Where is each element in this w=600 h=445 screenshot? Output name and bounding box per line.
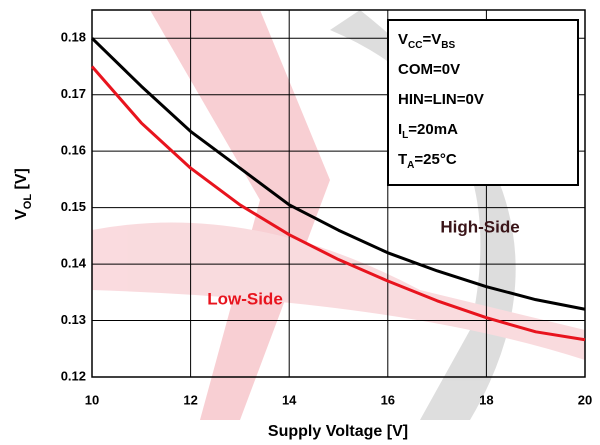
ticks: 0.12 0.13 0.14 0.15 0.16 0.17 0.18 10 12 14 16 18 20 — [61, 30, 593, 408]
x-axis-label: Supply Voltage [V] — [268, 423, 408, 440]
text-part: V — [13, 209, 30, 220]
condition: HIN=LIN=0V — [398, 91, 484, 108]
condition: IL=20mA — [398, 121, 458, 141]
series-line — [90, 37, 586, 311]
x-tick-label: 16 — [381, 392, 395, 407]
subscript: BS — [441, 40, 455, 51]
y-tick-label: 0.17 — [61, 86, 86, 101]
x-tick-label: 20 — [578, 392, 592, 407]
subscript: OL — [22, 194, 34, 210]
subscript: CC — [408, 40, 422, 51]
subscript: L — [402, 130, 408, 141]
plot-frame — [91, 9, 586, 378]
text-part: =25°C — [414, 151, 456, 168]
series-labels: High-Side Low-Side — [207, 217, 519, 308]
series-label: Low-Side — [207, 289, 283, 308]
y-tick-label: 0.15 — [61, 199, 86, 214]
lines — [90, 37, 586, 342]
x-tick-label: 10 — [85, 392, 99, 407]
x-tick-label: 18 — [479, 392, 493, 407]
text-part: I — [398, 121, 402, 138]
y-tick-label: 0.12 — [61, 368, 86, 383]
x-tick-label: 12 — [183, 392, 197, 407]
series-line — [90, 65, 586, 342]
x-tick-label: 14 — [282, 392, 297, 407]
text-part: COM=0V — [398, 61, 460, 78]
condition: VCC=VBS — [398, 31, 455, 51]
watermark — [92, 10, 585, 420]
y-tick-label: 0.14 — [61, 256, 87, 271]
y-tick-label: 0.13 — [61, 312, 86, 327]
watermark-shape — [150, 10, 330, 420]
text-part: V — [398, 31, 408, 48]
subscript: A — [407, 160, 414, 171]
conditions-box — [387, 19, 579, 186]
y-tick-label: 0.16 — [61, 143, 86, 158]
series-label: High-Side — [440, 217, 519, 236]
y-tick-label: 0.18 — [61, 30, 86, 45]
text-part: T — [398, 151, 407, 168]
watermark-shape — [92, 222, 585, 360]
text-part: HIN=LIN=0V — [398, 91, 484, 108]
condition: COM=0V — [398, 61, 460, 78]
text-part: [V] — [13, 168, 30, 194]
y-axis-label: VOL [V] — [13, 168, 34, 220]
text-part: =V — [422, 31, 441, 48]
text-part: =20mA — [408, 121, 458, 138]
condition: TA=25°C — [398, 151, 457, 171]
